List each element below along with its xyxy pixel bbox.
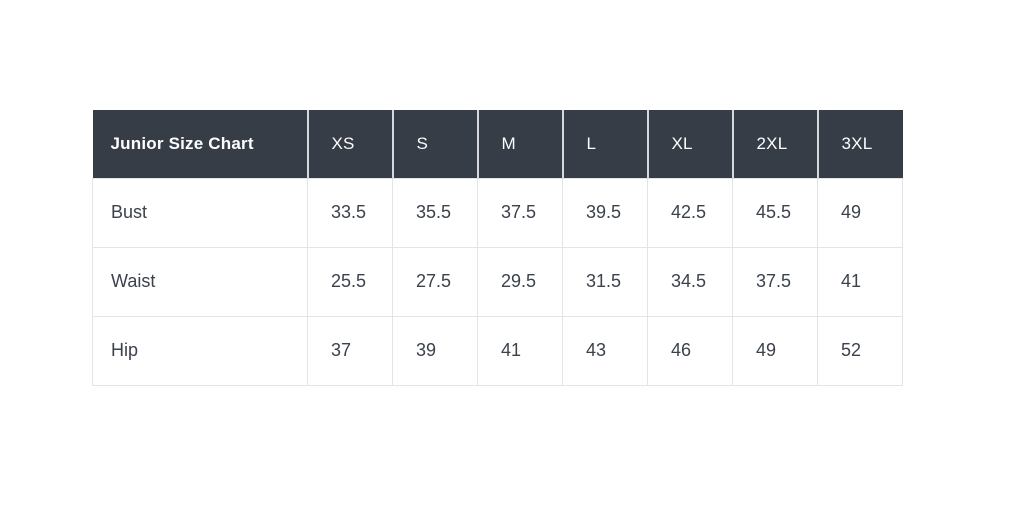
hip-l-value: 43 [562,315,648,386]
waist-s-value: 27.5 [392,246,478,317]
bust-s-value: 35.5 [392,177,478,248]
hip-m-value: 41 [477,315,563,386]
bust-3xl-value: 49 [817,177,903,248]
bust-m-value: 37.5 [477,177,563,248]
hip-3xl-value: 52 [817,315,903,386]
hip-xs-value: 37 [307,315,393,386]
row-label-hip: Hip [92,315,308,386]
table-row-bust: Bust 33.5 35.5 37.5 39.5 42.5 45.5 49 [92,177,903,248]
waist-3xl-value: 41 [817,246,903,317]
bust-xs-value: 33.5 [307,177,393,248]
waist-m-value: 29.5 [477,246,563,317]
bust-l-value: 39.5 [562,177,648,248]
waist-l-value: 31.5 [562,246,648,317]
header-cell-xl: XL [647,110,734,178]
header-cell-l: L [562,110,649,178]
row-label-waist: Waist [92,246,308,317]
table-header-row: Junior Size Chart XS S M L XL 2XL 3XL [92,110,903,178]
waist-2xl-value: 37.5 [732,246,818,317]
header-cell-s: S [392,110,479,178]
hip-2xl-value: 49 [732,315,818,386]
bust-xl-value: 42.5 [647,177,733,248]
header-cell-2xl: 2XL [732,110,819,178]
header-cell-m: M [477,110,564,178]
waist-xs-value: 25.5 [307,246,393,317]
row-label-bust: Bust [92,177,308,248]
junior-size-chart-table: Junior Size Chart XS S M L XL 2XL 3XL Bu… [92,110,903,386]
header-cell-title: Junior Size Chart [92,110,309,178]
header-cell-3xl: 3XL [817,110,903,178]
table-row-hip: Hip 37 39 41 43 46 49 52 [92,315,903,386]
hip-xl-value: 46 [647,315,733,386]
hip-s-value: 39 [392,315,478,386]
bust-2xl-value: 45.5 [732,177,818,248]
table-row-waist: Waist 25.5 27.5 29.5 31.5 34.5 37.5 41 [92,246,903,317]
header-cell-xs: XS [307,110,394,178]
waist-xl-value: 34.5 [647,246,733,317]
